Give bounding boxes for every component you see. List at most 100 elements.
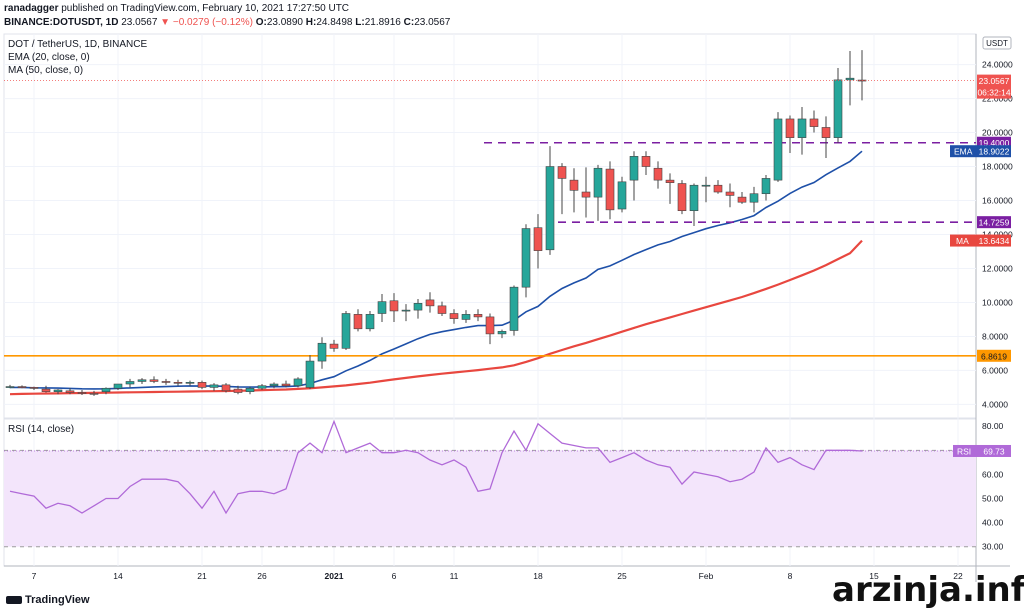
candle-body	[545, 166, 555, 251]
time-tick-label: 26	[257, 571, 267, 581]
countdown-tag: 06:32:14	[977, 88, 1010, 98]
candle-body	[281, 383, 291, 387]
last-price-tag: 23.0567	[979, 76, 1010, 86]
candle-body	[557, 166, 567, 179]
ma-tag-label: MA	[956, 236, 969, 246]
time-tick-label: 6	[392, 571, 397, 581]
candle-body	[269, 383, 279, 387]
watermark: arzinja.info	[832, 570, 1024, 610]
candle-body	[833, 79, 843, 138]
candle-body	[713, 184, 723, 193]
candle-body	[761, 178, 771, 195]
time-tick-label: 15	[869, 571, 879, 581]
candle-body	[773, 118, 783, 181]
low-label: L:	[355, 17, 365, 28]
candle-body	[365, 314, 375, 330]
unit-label: USDT	[986, 39, 1008, 48]
candle-body	[377, 301, 387, 314]
candle-body	[437, 305, 447, 314]
candle-body	[77, 392, 87, 394]
candle-body	[485, 316, 495, 335]
high-label: H:	[305, 17, 317, 28]
ema-tag-label: EMA	[954, 147, 973, 157]
candle-body	[641, 156, 651, 167]
rsi-tick-label: 50.00	[982, 494, 1004, 504]
candle-body	[305, 360, 315, 388]
candle-body	[53, 389, 63, 392]
price-tick-label: 16.0000	[982, 196, 1013, 206]
price-tick-label: 24.0000	[982, 60, 1013, 70]
rsi-tick-label: 40.00	[982, 518, 1004, 528]
candle-body	[341, 313, 351, 349]
candle-body	[113, 383, 123, 389]
last-price: 23.0567	[121, 17, 158, 28]
price-change: −0.0279 (−0.12%)	[172, 17, 253, 28]
candle-body	[329, 343, 339, 349]
price-pane	[3, 33, 977, 419]
candle-body	[161, 381, 171, 383]
time-tick-label: 11	[450, 571, 459, 581]
candle-body	[101, 387, 111, 392]
candle-body	[749, 193, 759, 203]
candle-body	[197, 382, 207, 388]
publisher-name[interactable]: ranadagger	[4, 3, 59, 14]
candle-body	[845, 77, 855, 81]
candle-body	[593, 167, 603, 198]
candle-body	[449, 313, 459, 319]
candle-body	[581, 191, 591, 198]
ma-tag-value: 13.6434	[979, 236, 1010, 246]
candle-body	[413, 303, 423, 311]
ma-tag-bg	[950, 234, 1011, 247]
ema20-line	[10, 150, 863, 390]
legend-rsi[interactable]: RSI (14, close)	[8, 424, 75, 435]
publish-line: ranadagger published on TradingView.com,…	[4, 3, 349, 14]
price-tick-label: 20.0000	[982, 128, 1013, 138]
candle-body	[629, 156, 639, 181]
symbol-label: BINANCE:DOTUSDT, 1D	[4, 17, 119, 28]
candle-body	[653, 167, 663, 181]
rsi-tick-label: 60.00	[982, 469, 1004, 479]
close-value: 23.0567	[414, 17, 451, 28]
published-text: published on TradingView.com, February 1…	[61, 3, 350, 14]
candle-body	[221, 384, 231, 392]
candle-body	[509, 286, 519, 331]
time-tick-label: 21	[197, 571, 207, 581]
candle-body	[5, 386, 15, 388]
close-label: C:	[403, 17, 415, 28]
candle-body	[533, 227, 543, 251]
price-tick-label: 6.0000	[982, 365, 1008, 375]
candle-body	[689, 184, 699, 212]
ema-tag-value: 18.9022	[979, 147, 1010, 157]
ma50-line	[9, 239, 863, 396]
candle-body	[569, 179, 579, 191]
candle-body	[425, 299, 435, 307]
candle-body	[677, 183, 687, 212]
legend-ema[interactable]: EMA (20, close, 0)	[8, 52, 90, 63]
rsi-band	[4, 450, 976, 547]
price-tick-label: 12.0000	[982, 263, 1013, 273]
candle-body	[125, 381, 135, 385]
candle-body	[353, 314, 363, 330]
brand-label: TradingView	[25, 594, 90, 606]
legend-ma[interactable]: MA (50, close, 0)	[8, 65, 84, 76]
ohlc-line: BINANCE:DOTUSDT, 1D 23.0567 ▼ −0.0279 (−…	[4, 17, 450, 28]
open-label: O:	[255, 17, 267, 28]
publish-header: ranadagger published on TradingView.com,…	[0, 0, 1024, 34]
candle-body	[389, 300, 399, 312]
low-value: 21.8916	[364, 17, 401, 28]
time-tick-label: 18	[533, 571, 543, 581]
candle-body	[173, 382, 183, 384]
range-level-tag: 14.7259	[979, 218, 1010, 228]
candle-body	[473, 314, 483, 318]
candle-body	[725, 191, 735, 196]
candle-body	[317, 342, 327, 362]
candle-body	[185, 382, 195, 384]
tradingview-logo[interactable]: TradingView	[6, 594, 90, 606]
candle-body	[785, 118, 795, 138]
time-tick-label: 8	[788, 571, 793, 581]
time-tick-label: 2021	[325, 571, 344, 581]
legend-title[interactable]: DOT / TetherUS, 1D, BINANCE	[8, 39, 148, 50]
last-price-tag-bg	[977, 74, 1011, 99]
price-tick-label: 8.0000	[982, 331, 1008, 341]
